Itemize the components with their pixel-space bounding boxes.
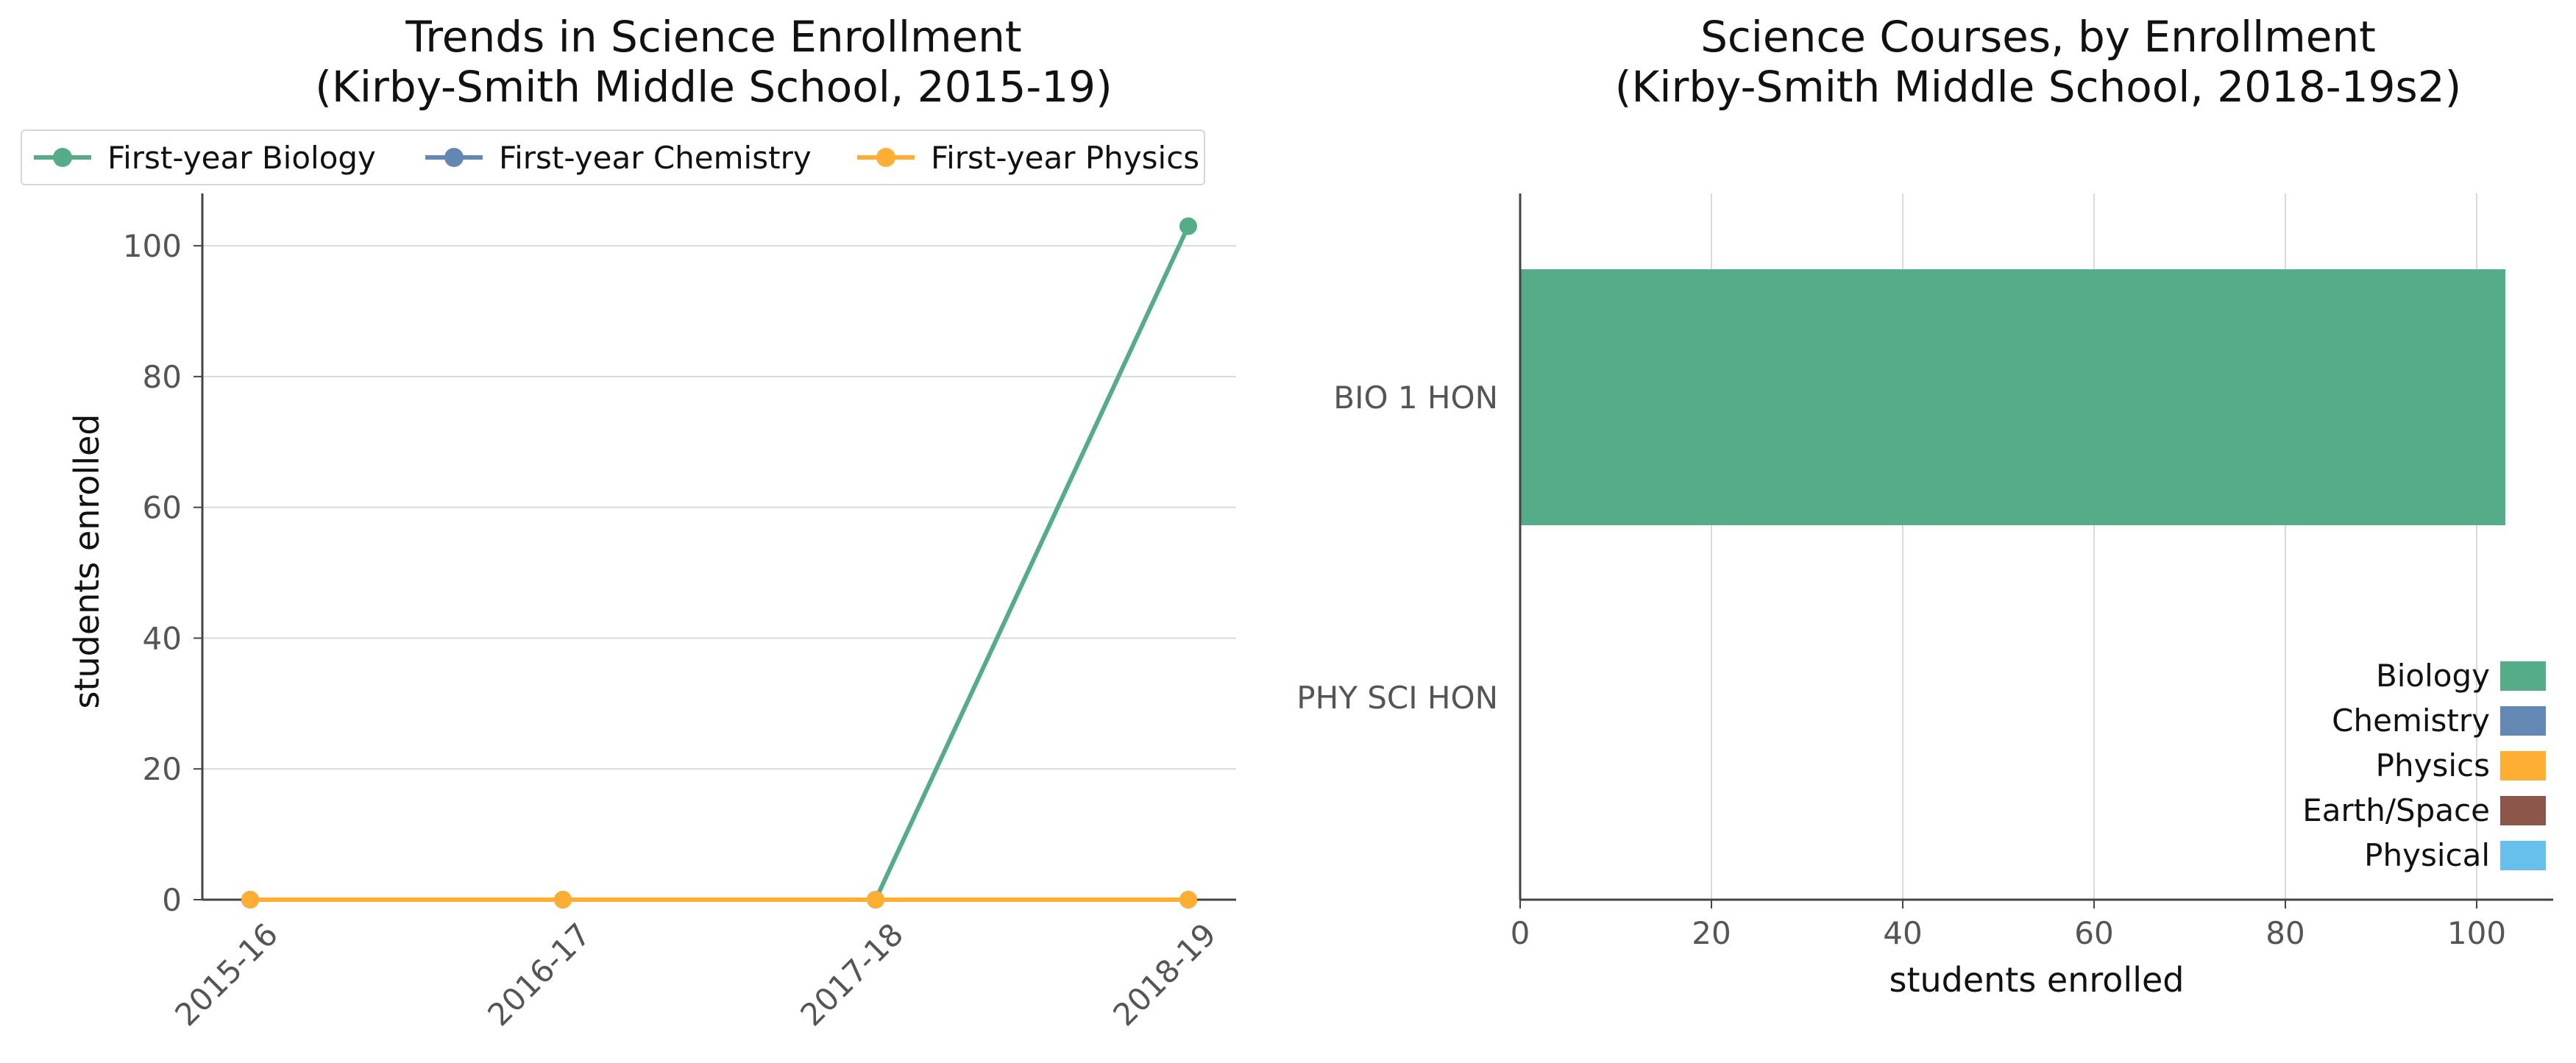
legend-item: Physics xyxy=(2229,743,2546,788)
x-tick-label: 60 xyxy=(2074,915,2113,951)
y-axis-label: students enrolled xyxy=(67,414,107,709)
legend-label: First-year Biology xyxy=(107,139,376,176)
x-tick-label: 2017-18 xyxy=(793,916,910,1033)
x-tick-label: 2016-17 xyxy=(480,916,597,1033)
category-label: BIO 1 HON xyxy=(1333,380,1498,416)
legend-item: First-year Physics xyxy=(857,131,1199,184)
left-chart-title: Trends in Science Enrollment (Kirby-Smit… xyxy=(199,12,1229,112)
legend-label: Earth/Space xyxy=(2302,792,2490,828)
legend-marker xyxy=(425,148,483,167)
legend-label: Physics xyxy=(2375,747,2490,783)
legend-swatch xyxy=(2500,750,2546,781)
data-point xyxy=(867,891,884,909)
x-tick-label: 0 xyxy=(1511,915,1530,951)
legend-item: Earth/Space xyxy=(2229,788,2546,833)
legend-swatch xyxy=(2500,795,2546,825)
x-axis-label: students enrolled xyxy=(1890,960,2185,1000)
y-tick-label: 80 xyxy=(143,359,182,395)
right-chart-title: Science Courses, by Enrollment (Kirby-Sm… xyxy=(1523,12,2553,112)
x-tick-label: 100 xyxy=(2447,915,2506,951)
line-chart-legend: First-year Biology First-year Chemistry Fi… xyxy=(21,129,1205,185)
legend-item: First-year Biology xyxy=(34,131,376,184)
x-tick-label: 2015-16 xyxy=(168,916,285,1033)
legend-item: First-year Chemistry xyxy=(425,131,812,184)
x-tick-label: 2018-19 xyxy=(1106,916,1223,1033)
right-chart-title-line-1: Science Courses, by Enrollment xyxy=(1700,12,2376,62)
legend-item: Physical xyxy=(2229,833,2546,878)
y-tick-label: 60 xyxy=(143,490,182,526)
legend-label: Physical xyxy=(2364,837,2490,873)
right-chart-title-line-2: (Kirby-Smith Middle School, 2018-19s2) xyxy=(1614,62,2462,112)
legend-swatch xyxy=(2500,840,2546,870)
x-tick-label: 20 xyxy=(1692,915,1731,951)
left-chart-title-line-1: Trends in Science Enrollment xyxy=(405,12,1022,62)
legend-item: Biology xyxy=(2229,653,2546,698)
y-tick-label: 0 xyxy=(162,882,182,918)
left-chart-title-line-2: (Kirby-Smith Middle School, 2015-19) xyxy=(315,62,1113,112)
legend-label: First-year Physics xyxy=(931,139,1200,176)
data-point xyxy=(1179,217,1197,235)
legend-label: First-year Chemistry xyxy=(499,139,812,176)
x-tick-label: 40 xyxy=(1883,915,1922,951)
category-label: PHY SCI HON xyxy=(1296,680,1498,716)
legend-swatch xyxy=(2500,661,2546,691)
course-category-legend: Biology Chemistry Physics Earth/Space Physic… xyxy=(2229,653,2546,878)
series-line-0 xyxy=(250,225,1191,902)
x-tick-label: 80 xyxy=(2265,915,2304,951)
legend-marker xyxy=(857,148,915,167)
legend-marker xyxy=(34,148,91,167)
data-point xyxy=(241,891,259,909)
bar xyxy=(1520,269,2505,525)
legend-label: Biology xyxy=(2375,658,2490,694)
data-point xyxy=(554,891,572,909)
data-point xyxy=(1179,891,1197,909)
y-tick-label: 100 xyxy=(123,228,182,264)
legend-label: Chemistry xyxy=(2332,703,2490,739)
legend-item: Chemistry xyxy=(2229,698,2546,743)
y-tick-label: 20 xyxy=(143,751,182,787)
legend-swatch xyxy=(2500,705,2546,736)
y-tick-label: 40 xyxy=(143,620,182,656)
